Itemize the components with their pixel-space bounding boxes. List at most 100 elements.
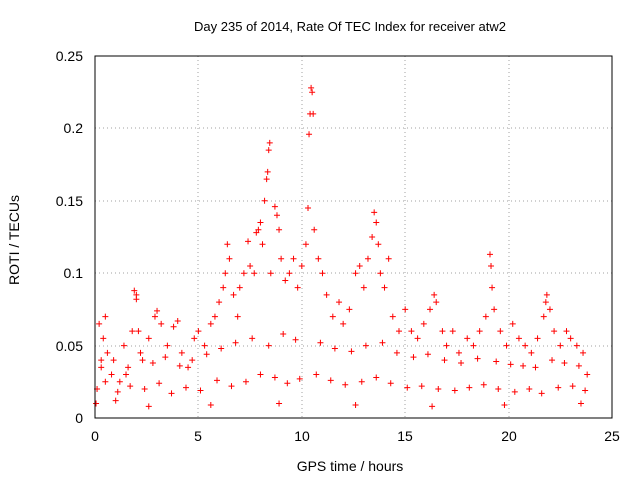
data-point (170, 323, 177, 330)
data-point (466, 384, 473, 391)
data-point (265, 147, 272, 154)
x-axis-label: GPS time / hours (297, 458, 404, 474)
data-point (542, 299, 549, 306)
x-tick-label: 20 (501, 428, 517, 444)
data-point (185, 364, 192, 371)
data-point (482, 313, 489, 320)
data-point (257, 219, 264, 226)
data-point (567, 335, 574, 342)
data-point (112, 397, 119, 404)
data-point (125, 364, 132, 371)
data-point (520, 362, 527, 369)
data-point (476, 328, 483, 335)
data-point (373, 374, 380, 381)
data-point (557, 342, 564, 349)
data-point (313, 371, 320, 378)
data-point (226, 255, 233, 262)
data-point (276, 226, 283, 233)
data-point (385, 255, 392, 262)
data-point (228, 383, 235, 390)
data-point (420, 320, 427, 327)
data-point (369, 234, 376, 240)
data-point (189, 357, 196, 364)
data-point (458, 359, 465, 366)
data-point (584, 371, 591, 378)
data-point (242, 378, 249, 385)
data-point (582, 387, 589, 394)
data-point (379, 339, 386, 346)
data-point (110, 357, 117, 364)
data-point (509, 320, 516, 327)
data-point (154, 307, 161, 314)
data-point (488, 262, 495, 269)
data-point (203, 351, 210, 358)
data-point (439, 328, 446, 335)
data-point (158, 320, 165, 327)
data-point (561, 359, 568, 366)
data-point (224, 241, 231, 248)
data-point (249, 335, 256, 342)
data-point (133, 296, 140, 303)
data-point (271, 374, 278, 381)
data-point (534, 335, 541, 342)
data-point (323, 291, 330, 298)
axis-ticks: 0 0.05 0.1 0.15 0.2 0.25 0 5 10 15 20 25 (56, 48, 620, 444)
data-point (267, 270, 274, 277)
data-point (139, 357, 146, 364)
data-point (522, 342, 529, 349)
data-point (375, 241, 382, 248)
data-point (265, 342, 272, 349)
y-tick-label: 0 (75, 410, 83, 426)
data-point (480, 381, 487, 388)
data-point (348, 348, 355, 355)
data-point (292, 336, 299, 343)
data-point (164, 342, 171, 349)
data-point (342, 381, 349, 388)
data-point (317, 339, 324, 346)
data-point (549, 357, 556, 364)
data-point (503, 342, 510, 349)
data-point (393, 349, 400, 356)
data-point (135, 328, 142, 335)
data-point (276, 400, 283, 407)
data-point (319, 270, 326, 277)
data-point (98, 364, 105, 371)
data-point (489, 284, 496, 291)
data-point (373, 219, 380, 226)
y-tick-label: 0.15 (56, 193, 83, 209)
data-point (261, 197, 268, 204)
data-point (569, 383, 576, 390)
data-point (156, 380, 163, 387)
data-point (251, 270, 258, 277)
data-point (294, 284, 301, 291)
data-point (257, 371, 264, 378)
data-point (414, 335, 421, 342)
data-point (302, 241, 309, 248)
data-point (315, 255, 322, 262)
data-point (129, 328, 136, 335)
data-point (273, 212, 280, 219)
data-point (93, 400, 100, 407)
x-tick-label: 15 (397, 428, 413, 444)
data-point (234, 313, 241, 320)
data-point (298, 262, 305, 269)
data-point (532, 364, 539, 371)
data-point (207, 320, 214, 327)
data-point (431, 291, 438, 298)
data-point (433, 299, 440, 306)
data-point (137, 349, 144, 356)
data-point (410, 354, 417, 361)
data-point (232, 339, 239, 346)
data-point (352, 270, 359, 277)
data-point (491, 306, 498, 313)
plot-frame (94, 55, 613, 419)
data-point (296, 375, 303, 382)
data-point (247, 262, 254, 269)
data-point (131, 287, 138, 294)
data-point (371, 209, 378, 216)
data-point (178, 349, 185, 356)
data-point (168, 390, 175, 397)
data-point (290, 255, 297, 262)
data-point (511, 388, 518, 395)
